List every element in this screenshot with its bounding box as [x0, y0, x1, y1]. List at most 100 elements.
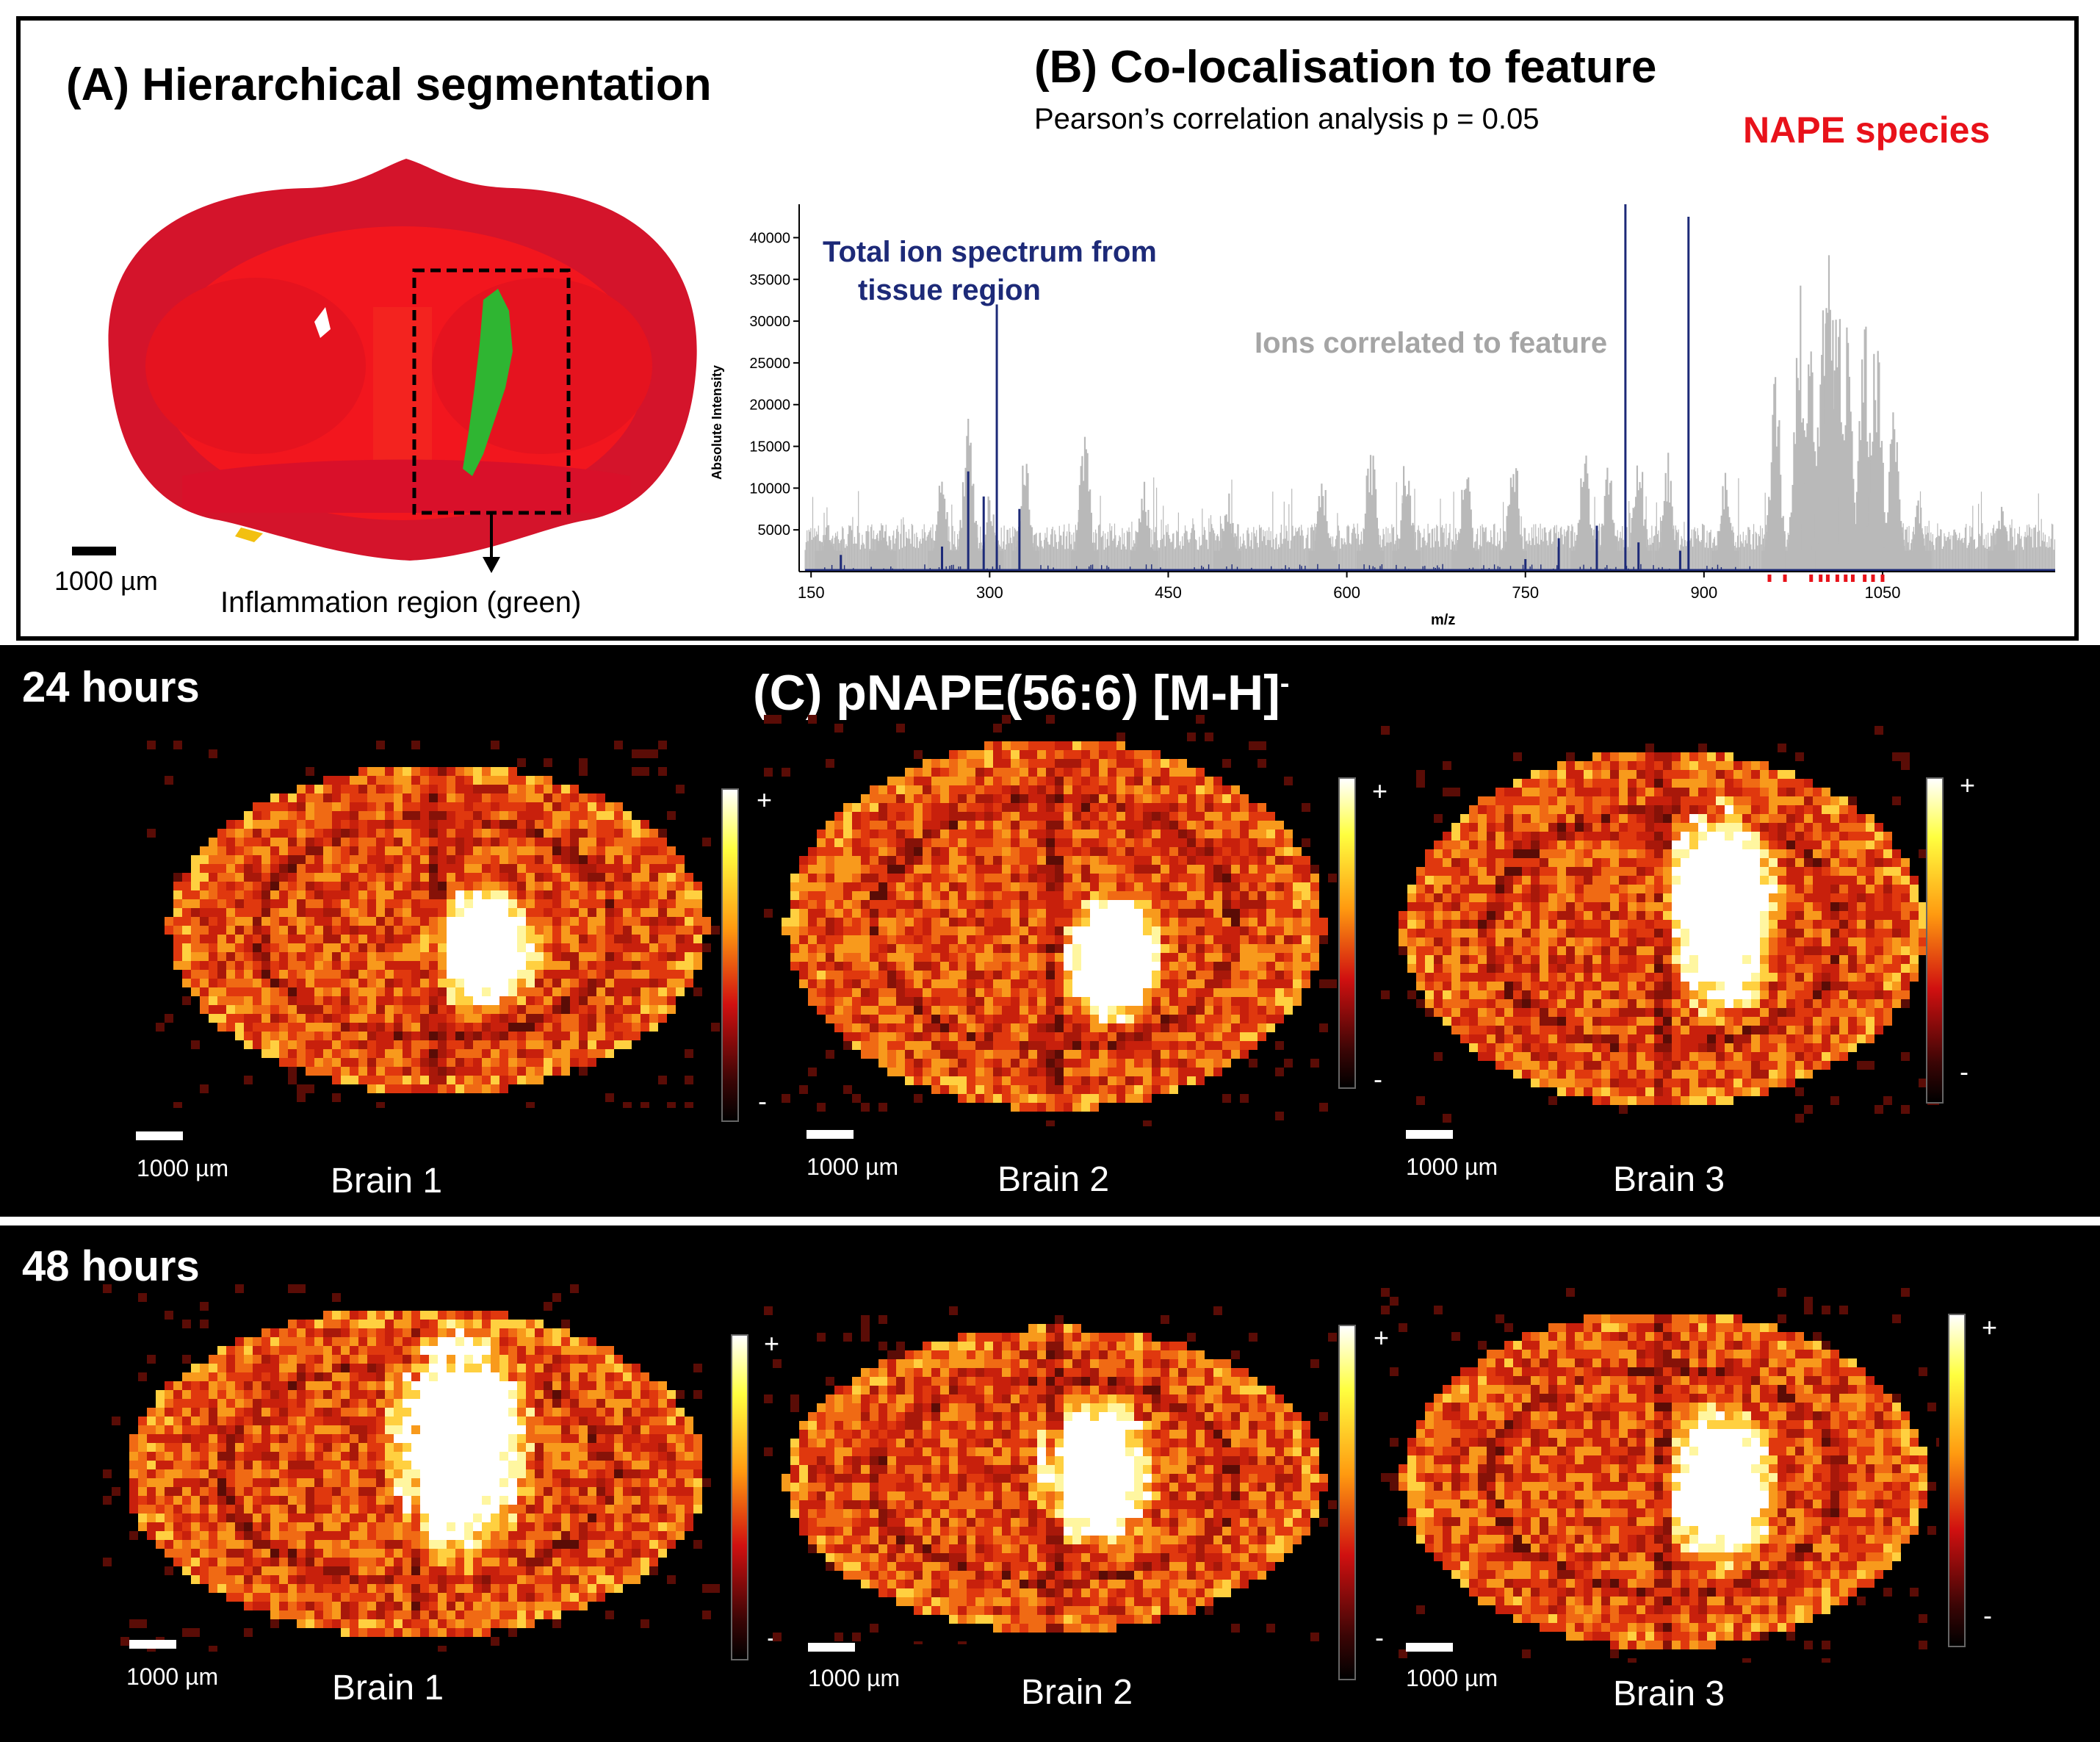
segmentation-scale-bar [72, 547, 116, 555]
panel-48-hours: 48 hours + - 1000 µm Brain 1 + - 1000 µm… [0, 1225, 2100, 1742]
roi-arrow-head [483, 557, 500, 573]
scale-label-48h-1: 1000 µm [126, 1663, 219, 1690]
scale-label-24h-3: 1000 µm [1406, 1153, 1498, 1180]
left-ventricle-region [145, 278, 366, 454]
colorbar-48h-3 [1948, 1314, 1966, 1647]
brain-image-48h-2 [764, 1306, 1337, 1644]
x-tick-label-2: 450 [1155, 583, 1182, 602]
segmentation-white-gap [314, 307, 331, 338]
msi-pixels [103, 1284, 720, 1652]
correlated-ion-peak-29 [1904, 500, 1933, 572]
total-ion-series-label-line1: Total ion spectrum from [823, 236, 1157, 268]
brain-label-24h-3: Brain 3 [1613, 1160, 1725, 1199]
colorbar-plus-48h-3: + [1982, 1312, 1998, 1342]
mass-spectrum-chart: 5000 10000 15000 20000 25000 30000 35000 40000 1… [710, 204, 2055, 628]
nape-species-label: NAPE species [1743, 109, 1991, 151]
row-label-48-hours: 48 hours [22, 1242, 200, 1290]
correlated-ion-peak-11 [1392, 466, 1421, 572]
colorbar-plus-24h-1: + [757, 785, 773, 815]
inflammation-region [463, 289, 513, 476]
colorbar-plus-24h-2: + [1372, 776, 1388, 806]
correlated-ion-peak-6 [1071, 436, 1099, 572]
correlated-ion-peak-19 [1761, 377, 1789, 572]
x-tick-label-0: 150 [798, 583, 825, 602]
correlated-ion-peak-13 [1499, 468, 1528, 572]
y-tick-label-5: 30000 [749, 314, 790, 330]
x-tick-label-5: 900 [1690, 583, 1717, 602]
y-axis-label: Absolute Intensity [710, 365, 724, 480]
scale-bar-48h-2 [808, 1643, 855, 1652]
correlated-ion-peak-18 [1711, 472, 1739, 572]
brain-image-24h-3 [1381, 726, 1939, 1123]
brain-label-48h-3: Brain 3 [1613, 1674, 1725, 1713]
scale-bar-24h-1 [136, 1131, 183, 1140]
correlated-ion-peak-14 [1570, 456, 1599, 572]
segmentation-yellow-edge [235, 528, 263, 542]
panel-b-title: (B) Co-localisation to feature [1034, 42, 1657, 93]
y-tick-label-6: 35000 [749, 272, 790, 288]
correlated-ion-peak-2 [928, 481, 956, 572]
correlated-ion-peak-8 [1213, 493, 1242, 572]
scale-bar-48h-1 [129, 1640, 176, 1649]
y-tick-label-1: 10000 [749, 481, 790, 497]
correlated-ion-peak-7 [1130, 481, 1158, 572]
y-tick-label-0: 5000 [758, 522, 791, 539]
panel-c-title: (C) pNAPE(56:6) [M-H]- [753, 664, 1289, 721]
y-tick-label-2: 15000 [749, 439, 790, 456]
colorbar-24h-3 [1926, 777, 1944, 1104]
panel-b-subtitle: Pearson’s correlation analysis p = 0.05 [1034, 103, 1540, 135]
colorbar-24h-1 [721, 788, 739, 1122]
scale-bar-48h-3 [1406, 1643, 1453, 1652]
lower-band-region [182, 459, 630, 513]
msi-pixels [764, 715, 1337, 1126]
correlated-ion-peak-9 [1309, 483, 1338, 572]
msi-pixels [1381, 726, 1939, 1123]
colorbar-plus-24h-3: + [1960, 770, 1976, 800]
spectrum-axes: 5000 10000 15000 20000 25000 30000 35000 40000 1… [749, 204, 2055, 602]
right-ventricle-region [432, 278, 652, 454]
colorbar-minus-48h-2: - [1375, 1622, 1384, 1652]
panel-c-title-sup: - [1280, 668, 1290, 699]
brain-image-24h-2 [764, 715, 1337, 1126]
inflammation-region-label: Inflammation region (green) [220, 586, 582, 619]
colorbar-minus-48h-3: - [1983, 1600, 1992, 1630]
panel-a-title: (A) Hierarchical segmentation [66, 60, 712, 110]
colorbar-plus-48h-1: + [764, 1328, 780, 1358]
total-ion-series-label-line2: tissue region [858, 274, 1041, 306]
correlated-ion-peak-30 [1988, 506, 2016, 572]
msi-pixels [1381, 1288, 1939, 1663]
brain-image-48h-1 [103, 1284, 720, 1652]
x-axis-label: m/z [1431, 612, 1455, 628]
colorbar-minus-24h-1: - [758, 1086, 767, 1116]
scale-bar-24h-2 [807, 1130, 854, 1139]
scale-bar-24h-3 [1406, 1130, 1453, 1139]
x-tick-label-4: 750 [1512, 583, 1539, 602]
correlated-ions-series-label: Ions correlated to feature [1255, 327, 1607, 359]
colorbar-minus-24h-2: - [1374, 1064, 1382, 1094]
correlated-ion-peak-15 [1595, 467, 1623, 572]
correlated-ion-peak-1 [868, 525, 897, 572]
x-tick-label-6: 1050 [1864, 583, 1900, 602]
scale-label-48h-2: 1000 µm [808, 1665, 901, 1691]
correlated-ion-peak-12 [1451, 477, 1480, 572]
colorbar-plus-48h-2: + [1374, 1322, 1390, 1353]
colorbar-24h-2 [1338, 777, 1356, 1089]
colorbar-48h-2 [1338, 1325, 1356, 1680]
correlated-ion-peak-0 [815, 525, 843, 572]
brain-label-48h-2: Brain 2 [1021, 1673, 1133, 1712]
top-panel: (A) Hierarchical segmentation 1000 µm In… [16, 16, 2079, 641]
y-tick-label-4: 25000 [749, 356, 790, 372]
scale-label-24h-1: 1000 µm [137, 1155, 229, 1181]
brain-label-24h-1: Brain 1 [331, 1162, 443, 1201]
nape-marks [1767, 575, 1885, 582]
colorbar-minus-48h-1: - [767, 1622, 776, 1652]
scale-label-48h-3: 1000 µm [1406, 1665, 1498, 1691]
y-tick-label-3: 20000 [749, 397, 790, 414]
segmentation-scale-label: 1000 µm [54, 566, 158, 596]
colorbar-minus-24h-3: - [1960, 1057, 1969, 1087]
brain-label-48h-1: Brain 1 [332, 1669, 444, 1707]
correlated-ion-peak-10 [1357, 455, 1385, 572]
correlated-ion-peak-5 [1011, 464, 1039, 572]
panel-24-hours: 24 hours (C) pNAPE(56:6) [M-H]- + - 1000… [0, 645, 2100, 1217]
brain-image-48h-3 [1381, 1288, 1939, 1663]
